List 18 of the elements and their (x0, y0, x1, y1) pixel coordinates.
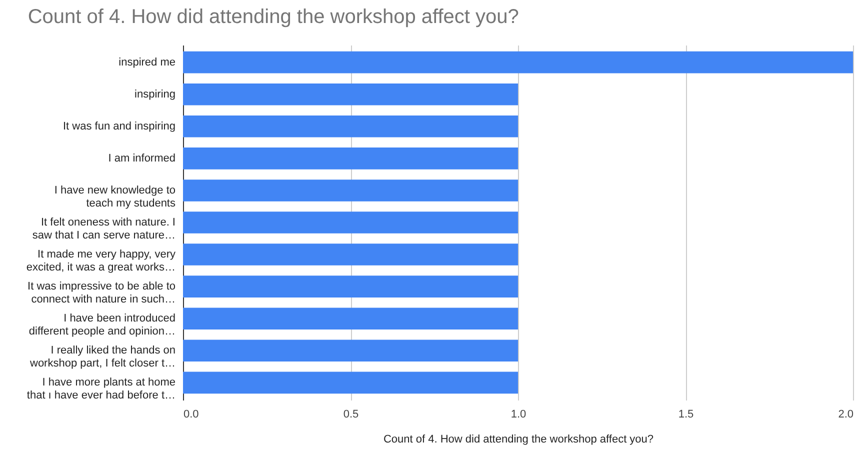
y-tick-label: It was impressive to be able to connect with nature in such… (28, 280, 176, 306)
y-tick-label: I really liked the hands on workshop part, I felt closer t… (29, 344, 176, 370)
x-axis-title: Count of 4. How did attending the workshop affect you? (383, 434, 654, 446)
y-tick-label: It was fun and inspiring (62, 120, 176, 132)
x-tick-label: 0.5 (343, 408, 359, 420)
y-tick-label: I am informed (108, 152, 176, 164)
x-tick-label: 0.0 (184, 408, 199, 420)
chart-title: Count of 4. How did attending the workshop affect you? (28, 6, 519, 28)
y-tick-label: inspiring (134, 88, 176, 100)
y-tick-label: inspired me (118, 56, 176, 68)
y-tick-label: I have been introduced different people and opinion… (28, 312, 176, 338)
x-tick-label: 1.0 (510, 408, 526, 420)
x-tick-label: 2.0 (838, 408, 854, 420)
x-tick-label: 1.5 (678, 408, 694, 420)
y-tick-label: I have more plants at home that ı have ever had before t… (26, 376, 176, 402)
y-tick-label: It made me very happy, very excited, it was a great works… (26, 248, 176, 274)
y-tick-label: I have new knowledge to teach my students (54, 184, 176, 210)
y-tick-label: It felt oneness with nature. I saw that I can serve nature… (32, 216, 176, 242)
